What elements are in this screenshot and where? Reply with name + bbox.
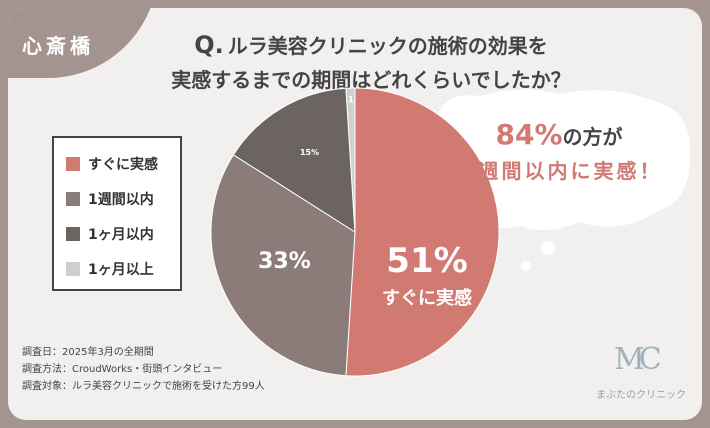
title-line1: ルラ美容クリニックの施術の効果を <box>227 34 548 58</box>
survey-method: 調査方法：CroudWorks・街頭インタビュー <box>22 364 223 375</box>
slice-within-week <box>210 154 356 377</box>
legend-item: 1ヶ月以内 <box>66 216 180 251</box>
location-badge: 心斎橋 <box>22 34 94 58</box>
chart-legend: すぐに実感 1週間以内 1ヶ月以内 1ヶ月以上 <box>52 136 182 291</box>
legend-item: すぐに実感 <box>66 146 180 181</box>
callout-line2: １週間以内に実感！ <box>455 159 663 183</box>
legend-item: 1ヶ月以上 <box>66 251 180 286</box>
legend-label: 1ヶ月以上 <box>88 261 154 278</box>
logo-mark: MC <box>614 342 662 377</box>
callout-bubble <box>431 89 691 271</box>
slice-within-month <box>232 87 356 233</box>
clinic-logo: MC まぶたのクリニック <box>582 336 692 412</box>
title-line2: 実感するまでの期間はどれくらいでしたか？ <box>171 68 571 92</box>
legend-swatch <box>66 156 80 171</box>
legend-swatch <box>66 261 80 276</box>
legend-label: 1週間以内 <box>88 191 154 208</box>
slice-immediately <box>345 87 500 377</box>
data-label-0: 51% <box>386 241 467 281</box>
survey-info: 調査日：2025年3月の全期間 調査方法：CroudWorks・街頭インタビュー… <box>22 344 265 395</box>
data-label-3: 1 <box>348 95 354 105</box>
callout-percent: 84% <box>495 118 563 151</box>
survey-date: 調査日：2025年3月の全期間 <box>22 347 154 358</box>
legend-swatch <box>66 226 80 241</box>
survey-target: 調査対象：ルラ美容クリニックで施術を受けた方99人 <box>22 381 265 392</box>
data-label-2: 15% <box>300 148 319 157</box>
legend-item: 1週間以内 <box>66 181 180 216</box>
question-title: Q. ルラ美容クリニックの施術の効果を 実感するまでの期間はどれくらいでしたか？ <box>136 28 606 97</box>
callout-suffix: の方が <box>562 125 623 149</box>
slice-over-month <box>345 87 356 233</box>
callout-text: 84%の方が １週間以内に実感！ <box>434 118 684 184</box>
legend-swatch <box>66 191 80 206</box>
legend-label: 1ヶ月以内 <box>88 226 154 243</box>
pie-labels: 51% 33% 15% 1 すぐに実感 <box>258 95 472 309</box>
pie-slices <box>210 87 500 377</box>
logo-text: まぶたのクリニック <box>596 390 686 401</box>
center-label-text: すぐに実感 <box>382 287 472 309</box>
legend-label: すぐに実感 <box>88 156 158 173</box>
data-label-1: 33% <box>258 249 311 274</box>
question-mark-label: Q. <box>194 31 224 59</box>
